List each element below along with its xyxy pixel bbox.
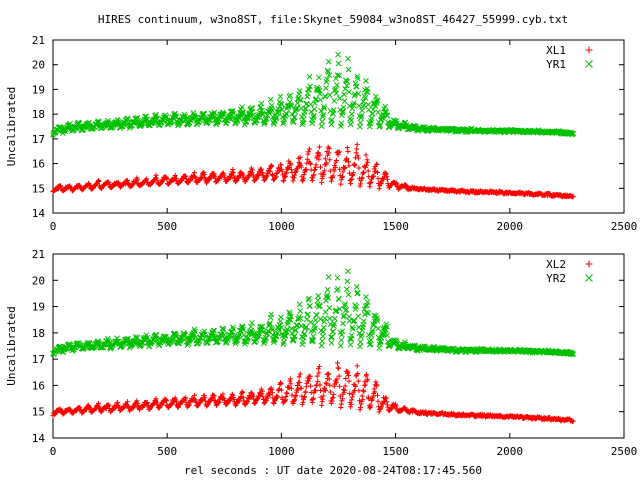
- x-tick-label: 1500: [382, 220, 409, 233]
- y-tick-label: 21: [32, 34, 45, 47]
- plot-frame: [52, 39, 625, 214]
- x-tick-label: 2000: [497, 445, 524, 458]
- y-tick-label: 21: [32, 248, 45, 261]
- x-tick-label: 1000: [268, 445, 295, 458]
- series-YR2: [50, 268, 577, 358]
- y-axis-label: Uncalibrated: [5, 306, 18, 385]
- series-YR1: [50, 51, 577, 138]
- x-tick-label: 0: [50, 445, 57, 458]
- chart-panels: 14 15 16 17 18 19 20 21 0 500 1000 1500 2000 2500 Unca…: [5, 34, 637, 458]
- legend-marker: [585, 60, 593, 68]
- series-markers-YR2: [50, 268, 577, 358]
- series-markers-XL1: [50, 141, 576, 200]
- y-tick-label: 14: [32, 207, 46, 220]
- x-tick-label: 2500: [611, 220, 638, 233]
- x-tick-label: 0: [50, 220, 57, 233]
- legend-marker: [585, 46, 593, 54]
- x-tick-label: 1500: [382, 445, 409, 458]
- x-axis-label: rel seconds : UT date 2020-08-24T08:17:4…: [184, 464, 482, 477]
- figure-title: HIRES continuum, w3no8ST, file:Skynet_59…: [98, 13, 568, 26]
- y-tick-label: 20: [32, 274, 45, 287]
- plot-frame: [52, 253, 625, 439]
- legend-marker: [585, 260, 593, 268]
- y-tick-label: 19: [32, 83, 45, 96]
- y-tick-label: 16: [32, 158, 45, 171]
- series-XL1: [50, 141, 576, 200]
- legend-label: YR1: [546, 58, 566, 71]
- x-tick-label: 500: [157, 445, 177, 458]
- legend-label: XL1: [546, 44, 566, 57]
- chart-panel-1: 14 15 16 17 18 19 20 21 0 500 1000 1500 2000 2500 Unca…: [5, 34, 637, 233]
- y-tick-label: 15: [32, 182, 45, 195]
- y-tick-label: 18: [32, 327, 45, 340]
- series-XL2: [50, 360, 576, 425]
- series-markers-XL2: [50, 360, 576, 425]
- x-tick-label: 2000: [497, 220, 524, 233]
- y-tick-label: 19: [32, 301, 45, 314]
- legend-label: YR2: [546, 272, 566, 285]
- y-tick-label: 20: [32, 59, 45, 72]
- series-markers-YR1: [50, 51, 577, 138]
- y-tick-label: 17: [32, 353, 45, 366]
- y-axis-label: Uncalibrated: [5, 87, 18, 166]
- y-tick-label: 15: [32, 406, 45, 419]
- chart-panel-2: 14 15 16 17 18 19 20 21 0 500 1000 1500 2000 2500 Unca…: [5, 248, 637, 458]
- x-tick-label: 2500: [611, 445, 638, 458]
- x-tick-label: 500: [157, 220, 177, 233]
- y-tick-label: 18: [32, 108, 45, 121]
- y-tick-label: 17: [32, 133, 45, 146]
- y-tick-label: 14: [32, 432, 46, 445]
- legend-marker: [585, 274, 593, 282]
- x-tick-label: 1000: [268, 220, 295, 233]
- y-tick-label: 16: [32, 379, 45, 392]
- legend-label: XL2: [546, 258, 566, 271]
